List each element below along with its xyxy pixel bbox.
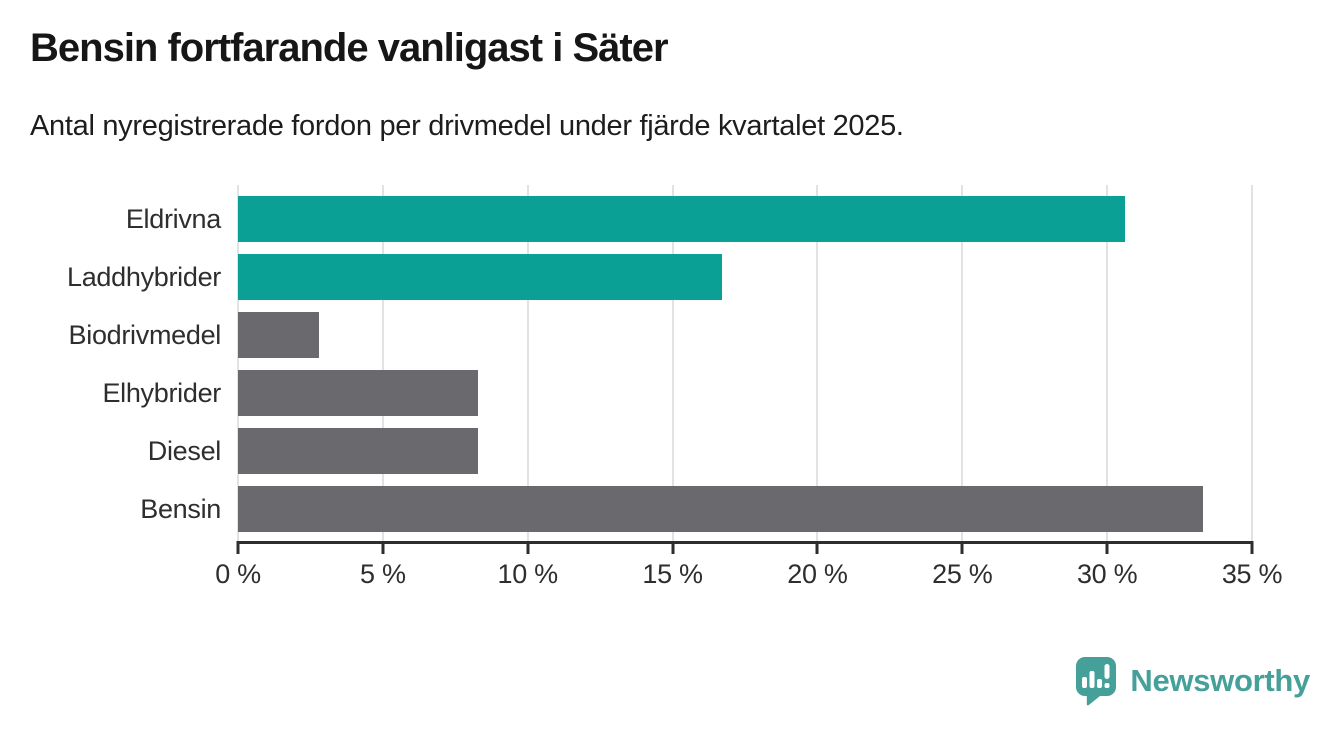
x-tick-mark [526, 541, 530, 554]
bar-chart: 0 % 5 % 10 % 15 % 20 % 25 % 30 % 35 % Eldrivna La… [67, 185, 1282, 589]
x-tick-label: 0 % [215, 559, 261, 589]
gridline [1251, 185, 1253, 541]
x-axis-line [237, 541, 1253, 544]
category-label: Biodrivmedel [68, 320, 222, 350]
x-tick-label: 25 % [932, 559, 993, 589]
x-tick-mark [1250, 541, 1254, 554]
gridline [671, 185, 674, 541]
bar [238, 312, 320, 358]
chart-title: Bensin fortfarande vanligast i Säter [30, 26, 669, 70]
gridline [816, 185, 819, 541]
category-label: Diesel [147, 436, 222, 466]
bar [238, 428, 479, 474]
chart-subtitle: Antal nyregistrerade fordon per drivmede… [30, 110, 904, 142]
gridline [961, 185, 964, 541]
bar [238, 486, 1203, 532]
bar [238, 196, 1125, 242]
x-tick-label: 5 % [360, 559, 406, 589]
x-tick-mark [671, 541, 675, 554]
newsworthy-logo: Newsworthy [1074, 656, 1310, 706]
x-tick-mark [815, 541, 819, 554]
x-tick-label: 15 % [642, 559, 703, 589]
category-label: Eldrivna [125, 204, 221, 234]
x-tick-mark [1105, 541, 1109, 554]
category-label: Laddhybrider [66, 262, 221, 292]
gridline [381, 185, 384, 541]
x-tick-label: 10 % [497, 559, 559, 589]
newsworthy-logo-text: Newsworthy [1130, 663, 1310, 698]
x-tick-label: 20 % [787, 559, 848, 589]
gridline [526, 185, 529, 541]
newsworthy-logo-icon [1076, 657, 1117, 706]
x-tick-label: 35 % [1221, 559, 1283, 589]
category-label: Bensin [140, 494, 221, 524]
gridline [237, 185, 239, 541]
bar [238, 370, 479, 416]
category-label: Elhybrider [102, 378, 221, 408]
x-tick-label: 30 % [1076, 559, 1138, 589]
gridline [1106, 185, 1109, 541]
bar [238, 254, 722, 300]
x-tick-mark [381, 541, 385, 554]
x-tick-mark [236, 541, 240, 554]
x-tick-mark [960, 541, 964, 554]
